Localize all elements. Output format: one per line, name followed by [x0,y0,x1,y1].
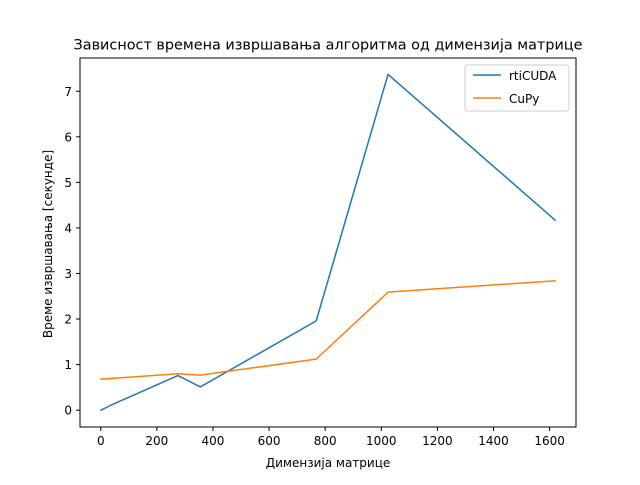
y-tick-label: 7 [64,85,72,99]
x-tick-label: 1400 [478,434,509,448]
axes-frame [79,57,577,428]
legend: rtiCUDA CuPy [464,64,570,112]
x-tick-label: 1200 [422,434,453,448]
plot-area [100,73,557,412]
x-axis-ticks: 0 200 400 600 800 1000 1200 1400 1600 [97,427,565,448]
y-tick-label: 6 [64,130,72,144]
y-tick-label: 4 [64,221,72,235]
legend-box [464,64,570,112]
y-tick-label: 5 [64,176,72,190]
x-tick-label: 1000 [366,434,397,448]
x-tick-label: 200 [145,434,168,448]
y-axis-label: Време извршавања [секунде] [41,150,55,338]
series-line-cupy [100,279,557,380]
y-tick-label: 3 [64,267,72,281]
chart-title: Зависност времена извршавања алгоритма о… [74,38,583,54]
x-axis-label: Димензија матрице [266,456,391,470]
x-tick-label: 600 [258,434,281,448]
x-tick-label: 400 [202,434,225,448]
y-tick-label: 0 [64,404,72,418]
y-tick-label: 1 [64,358,72,372]
legend-label-cupy: CuPy [509,92,539,106]
x-tick-label: 0 [97,434,105,448]
y-axis-ticks: 0 1 2 3 4 5 6 7 [64,85,80,418]
x-tick-label: 800 [314,434,337,448]
x-tick-label: 1600 [534,434,565,448]
legend-label-rticuda: rtiCUDA [509,69,557,83]
y-tick-label: 2 [64,313,72,327]
series-line-rticuda [100,73,557,412]
